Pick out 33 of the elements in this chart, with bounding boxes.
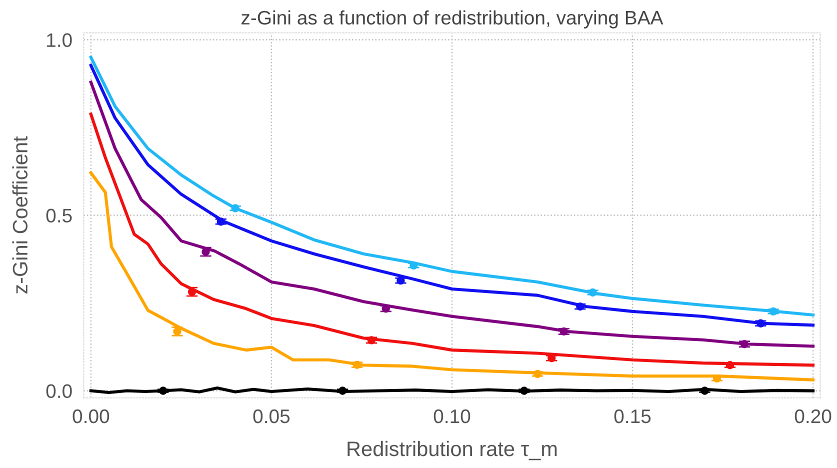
- point: [231, 204, 240, 212]
- y-tick-label: 1.0: [47, 33, 72, 48]
- point: [588, 288, 597, 297]
- point: [712, 374, 722, 383]
- x-axis-title: Redistribution rate τ_m: [348, 440, 557, 460]
- point: [520, 386, 528, 395]
- chart-title: z-Gini as a function of redistribution, varying BAA: [241, 10, 664, 28]
- point: [367, 336, 376, 344]
- point: [740, 340, 749, 348]
- point: [338, 386, 347, 395]
- x-tick-label: 0.10: [434, 409, 470, 424]
- point: [756, 319, 765, 328]
- x-tick-label: 0.05: [253, 409, 290, 424]
- point: [769, 307, 778, 316]
- point: [352, 360, 362, 369]
- y-tick-label: 0.5: [46, 208, 72, 223]
- point: [410, 261, 418, 270]
- y-tick-label: 0.0: [46, 384, 72, 398]
- point: [159, 386, 168, 395]
- x-tick-label: 0.00: [72, 409, 110, 424]
- x-tick-label: 0.20: [794, 409, 832, 424]
- line-series: [89, 171, 815, 382]
- line-series: [89, 112, 815, 367]
- y-axis-title: z-Gini Coefficient: [12, 136, 28, 294]
- x-tick-label: 0.15: [614, 409, 651, 424]
- point: [396, 276, 405, 285]
- point: [726, 361, 734, 370]
- point: [533, 370, 542, 378]
- point: [173, 327, 182, 336]
- point: [560, 327, 568, 336]
- point: [700, 386, 709, 395]
- point: [216, 218, 225, 226]
- point: [576, 302, 584, 311]
